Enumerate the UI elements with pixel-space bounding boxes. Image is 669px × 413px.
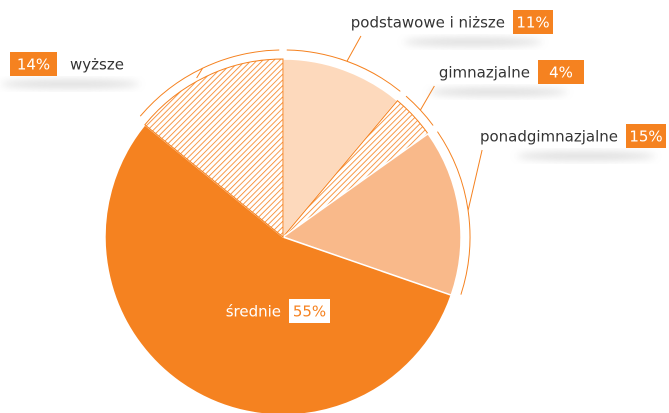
value-label-box [513, 10, 553, 34]
pie-slice [104, 123, 453, 413]
outer-arc [405, 95, 434, 126]
value-label: 4% [549, 64, 573, 82]
label-shadow [516, 152, 656, 160]
outer-arc [286, 49, 401, 92]
value-label-box [626, 124, 666, 148]
leader-line [467, 149, 483, 211]
value-label: 15% [629, 128, 662, 146]
label-shadow [403, 38, 543, 46]
label-shadow [428, 88, 568, 96]
pie-slice [281, 132, 462, 297]
pie-slice [144, 58, 284, 239]
value-label-box [289, 299, 330, 323]
leader-line [196, 67, 204, 79]
outer-arc [437, 131, 471, 295]
value-label-box [10, 52, 57, 76]
leader-line [419, 85, 435, 111]
pie-slice [282, 58, 399, 240]
leader-line [346, 35, 362, 62]
value-label-box [538, 60, 584, 84]
category-label: wyższe [70, 56, 124, 74]
value-label: 14% [17, 56, 50, 74]
category-label: gimnazjalne [439, 64, 530, 82]
label-shadow [0, 80, 140, 88]
value-label: 11% [516, 14, 549, 32]
category-label: ponadgimnazjalne [480, 128, 618, 146]
category-label: średnie [226, 303, 281, 321]
value-label: 55% [293, 303, 326, 321]
category-label: podstawowe i niższe [351, 14, 505, 32]
